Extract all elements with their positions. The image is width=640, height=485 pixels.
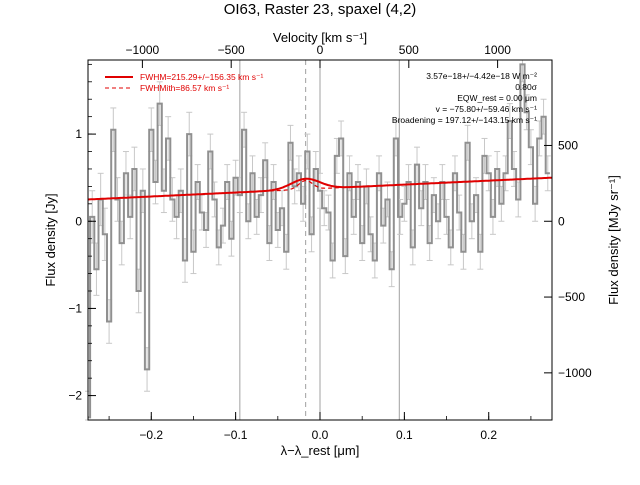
right-tick-label: 0 — [558, 214, 565, 228]
fit-annotations: 3.57e−18+/−4.42e−18 W m⁻² 0.80σ EQW_rest… — [392, 71, 538, 125]
spectrum-histogram — [88, 63, 550, 419]
plot-frame — [87, 59, 553, 421]
right-axis-title: Flux density [MJy sr⁻¹] — [606, 175, 621, 305]
top-tick-label: −1000 — [126, 43, 160, 57]
right-tick-label: −1000 — [558, 366, 592, 380]
legend-intrinsic-label: FWHMith=86.57 km s⁻¹ — [140, 83, 229, 93]
y-tick-label: 1 — [75, 127, 82, 141]
top-axis-title: Velocity [km s⁻¹] — [273, 30, 367, 45]
x-tick-label: −0.2 — [139, 428, 163, 442]
right-tick-label: 500 — [558, 138, 578, 152]
velocity-annotation: v = −75.80+/−59.46 km s⁻¹ — [436, 104, 538, 114]
plot-area — [85, 59, 552, 421]
x-tick-label: 0.2 — [480, 428, 497, 442]
x-tick-label: 0.0 — [312, 428, 329, 442]
x-tick-label: 0.1 — [396, 428, 413, 442]
eqw-annotation: EQW_rest = 0.00 μm — [457, 93, 537, 103]
flux-annotation: 3.57e−18+/−4.42e−18 W m⁻² — [426, 71, 537, 81]
x-tick-label: −0.1 — [224, 428, 248, 442]
y-tick-label: −2 — [68, 389, 82, 403]
top-tick-label: 1000 — [484, 43, 511, 57]
significance-annotation: 0.80σ — [515, 82, 538, 92]
broadening-annotation: Broadening = 197.12+/−143.15 km s⁻¹ — [392, 115, 537, 125]
y-tick-label: 0 — [75, 214, 82, 228]
top-tick-label: 0 — [317, 43, 324, 57]
fit-curve — [87, 176, 552, 201]
right-tick-label: −500 — [558, 290, 585, 304]
top-tick-label: 500 — [399, 43, 419, 57]
y-tick-label: −1 — [68, 301, 82, 315]
axis-ticks: −0.2 −0.1 0.0 0.1 0.2 −2 −1 0 1 −1000 −500 0 500 1000… — [68, 43, 592, 442]
legend: FWHM=215.29+/−156.35 km s⁻¹ FWHMith=86.5… — [105, 72, 263, 93]
top-tick-label: −500 — [218, 43, 245, 57]
left-axis-title: Flux density [Jy] — [43, 193, 58, 286]
chart-title: OI63, Raster 23, spaxel (4,2) — [224, 1, 417, 18]
bottom-axis-title: λ−λ_rest [μm] — [281, 443, 360, 458]
legend-fit-label: FWHM=215.29+/−156.35 km s⁻¹ — [140, 72, 263, 82]
